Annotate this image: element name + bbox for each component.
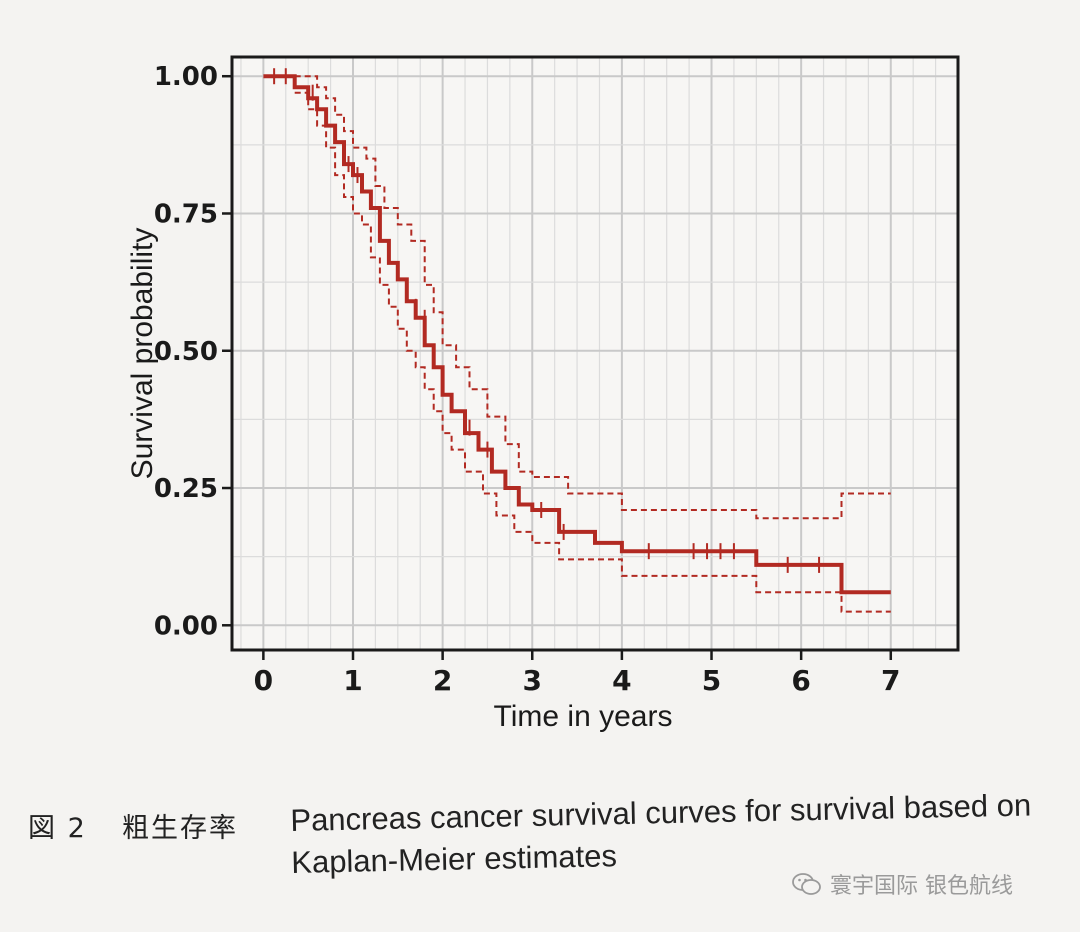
wechat-icon xyxy=(792,873,821,895)
series-layer xyxy=(263,74,891,613)
y-tick-label: 1.00 xyxy=(154,62,218,92)
x-tick-label: 3 xyxy=(523,664,542,697)
x-tick-label: 7 xyxy=(881,664,900,697)
y-tick-label: 0.25 xyxy=(154,474,218,504)
x-axis-label: Time in years xyxy=(494,700,673,733)
y-tick-label: 0.00 xyxy=(154,611,218,641)
figure-caption-chinese: 粗生存率 xyxy=(122,813,238,844)
y-tick-label: 0.50 xyxy=(154,337,218,367)
watermark-text: 寰宇国际 银色航线 xyxy=(830,874,1013,899)
figure-number: 図 2 xyxy=(28,813,87,844)
x-tick-label: 6 xyxy=(791,664,810,697)
y-axis-label: Survival probability xyxy=(126,228,159,480)
x-tick-label: 2 xyxy=(433,664,452,697)
watermark: 寰宇国际 银色航线 xyxy=(792,868,1013,900)
y-tick-label: 0.75 xyxy=(154,199,218,229)
x-tick-label: 1 xyxy=(343,664,362,697)
x-tick-label: 5 xyxy=(702,664,721,697)
upper-95-ci-line xyxy=(294,75,891,520)
censor-marks xyxy=(273,68,821,573)
chart-grid xyxy=(232,57,958,650)
plot-frame xyxy=(230,55,960,652)
y-axis-ticks: 0.00 0.25 0.50 0.75 1.00 xyxy=(154,62,232,641)
x-axis-ticks: 0 1 2 3 4 5 6 7 xyxy=(254,650,901,697)
estimate-line xyxy=(263,74,891,595)
x-tick-label: 4 xyxy=(612,664,631,697)
plot-background xyxy=(232,57,958,650)
x-tick-label: 0 xyxy=(254,664,273,697)
lower-95-ci-line xyxy=(294,91,891,613)
